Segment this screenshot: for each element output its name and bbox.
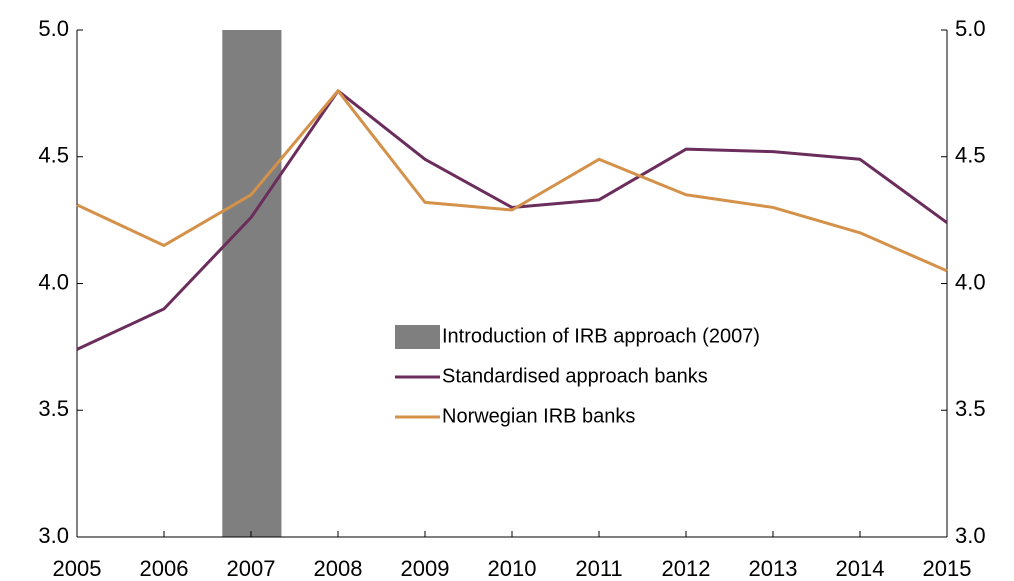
x-tick-label: 2014 — [836, 556, 885, 581]
y-tick-label: 3.0 — [38, 523, 69, 548]
x-tick-label: 2009 — [401, 556, 450, 581]
y2-tick-label: 4.0 — [955, 269, 986, 294]
x-tick-label: 2013 — [749, 556, 798, 581]
series-line — [76, 89, 948, 351]
y2-tick-label: 3.0 — [955, 523, 986, 548]
y2-tick-label: 5.0 — [955, 16, 986, 41]
x-tick-label: 2010 — [488, 556, 537, 581]
series-line — [76, 89, 948, 273]
y2-tick-label: 3.5 — [955, 396, 986, 421]
legend-label: Norwegian IRB banks — [442, 405, 635, 427]
legend-swatch — [395, 325, 440, 349]
y-tick-label: 4.0 — [38, 269, 69, 294]
y-tick-label: 4.5 — [38, 143, 69, 168]
y-tick-label: 3.5 — [38, 396, 69, 421]
highlight-band — [222, 30, 282, 537]
x-tick-label: 2005 — [53, 556, 102, 581]
x-tick-label: 2008 — [314, 556, 363, 581]
legend-label: Standardised approach banks — [442, 365, 708, 387]
x-tick-label: 2011 — [575, 556, 622, 581]
y2-tick-label: 4.5 — [955, 143, 986, 168]
x-tick-label: 2006 — [140, 556, 189, 581]
x-tick-label: 2012 — [662, 556, 711, 581]
legend-label: Introduction of IRB approach (2007) — [442, 325, 760, 347]
x-tick-label: 2015 — [923, 556, 972, 581]
y-tick-label: 5.0 — [38, 16, 69, 41]
x-tick-label: 2007 — [227, 556, 276, 581]
